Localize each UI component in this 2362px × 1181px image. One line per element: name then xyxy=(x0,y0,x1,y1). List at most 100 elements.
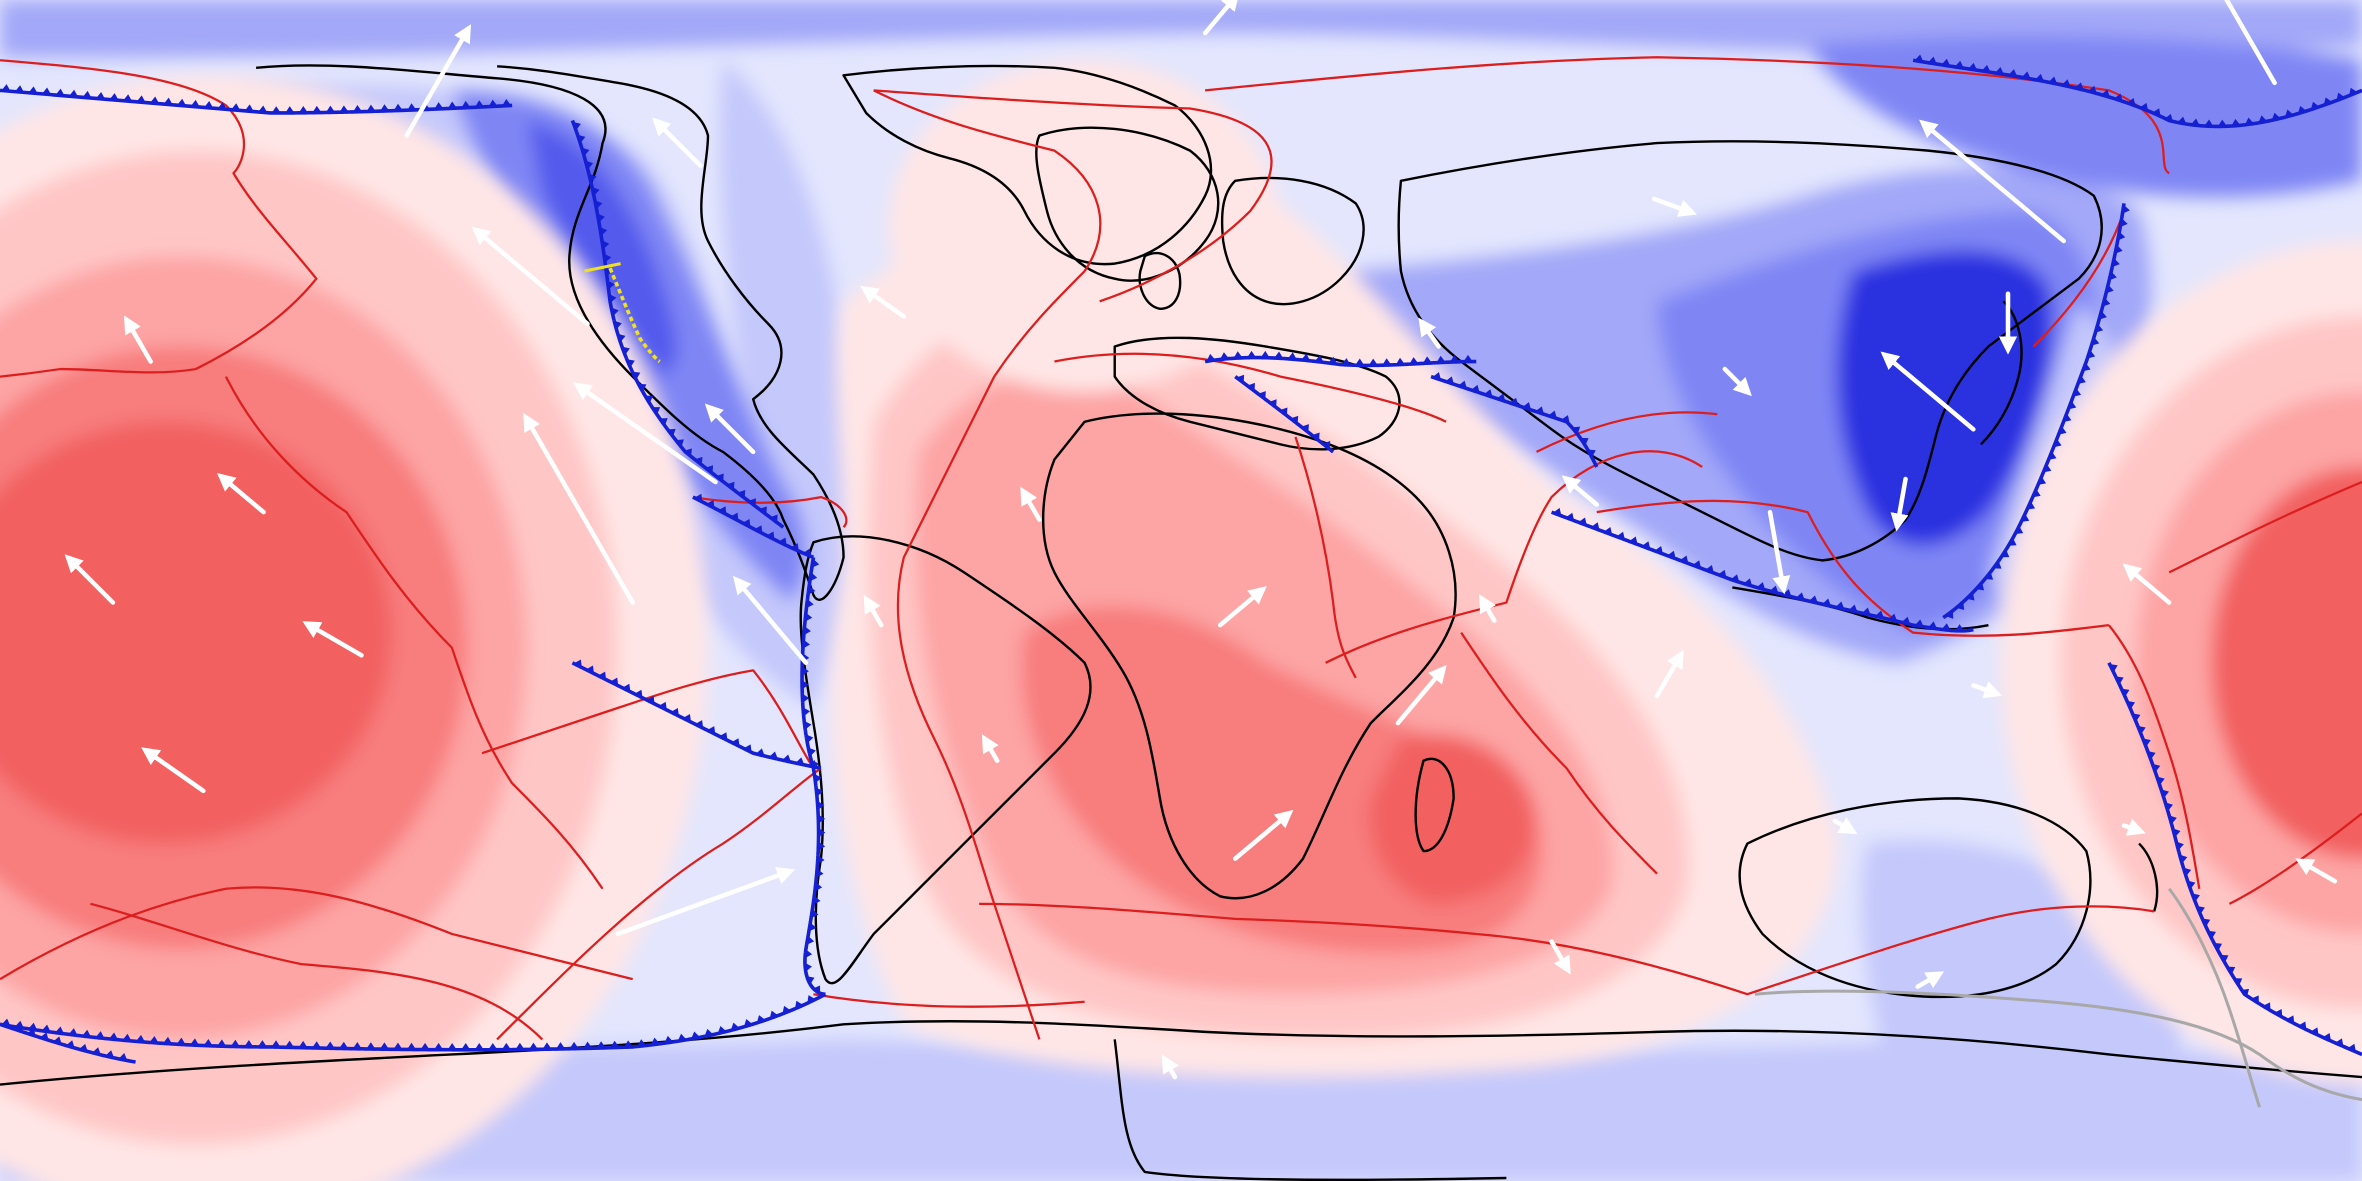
subduction-tooth xyxy=(596,1041,606,1049)
coastline-scandinavia xyxy=(1220,176,1365,306)
subduction-tooth xyxy=(271,106,281,113)
plate-boundary-atlantic-north xyxy=(873,89,1273,303)
subduction-tooth xyxy=(816,868,824,878)
subduction-tooth xyxy=(1692,560,1702,569)
subduction-tooth xyxy=(2310,1027,2319,1036)
velocity-arrow xyxy=(123,315,153,364)
subduction-tooth xyxy=(769,751,778,760)
subduction-tooth xyxy=(806,935,815,945)
subduction-tooth xyxy=(2187,880,2196,890)
subduction-tooth xyxy=(65,1040,75,1048)
subduction-tooth xyxy=(2043,464,2052,473)
subduction-tooth xyxy=(1914,619,1924,627)
subduction-tooth xyxy=(609,293,617,303)
subduction-tooth xyxy=(163,1036,173,1044)
subduction-tooth xyxy=(2220,954,2229,963)
subduction-tooth xyxy=(203,1038,213,1046)
subduction-tooth xyxy=(623,1040,633,1048)
subduction-tooth xyxy=(1395,357,1405,365)
subduction-tooth xyxy=(743,1019,753,1027)
plate-boundary-asia-inner xyxy=(1536,411,1718,453)
subduction-tooth xyxy=(591,186,600,196)
subduction-tooth xyxy=(2322,1032,2331,1041)
subduction-tooth xyxy=(1928,621,1938,629)
subduction-tooth xyxy=(1422,356,1432,364)
subduction-tooth xyxy=(2177,116,2187,125)
velocity-arrow xyxy=(1395,664,1447,726)
subduction-tooth xyxy=(447,101,457,109)
subduction-tooth xyxy=(682,714,691,723)
subduction-tooth xyxy=(812,985,821,994)
subduction-tooth xyxy=(42,87,52,95)
subduction-tooth xyxy=(694,456,703,465)
subduction-tooth xyxy=(2073,388,2082,397)
subduction-tooth xyxy=(2038,476,2047,485)
subduction-tooth xyxy=(68,1028,78,1036)
subduction-tooth xyxy=(1809,595,1818,604)
subduction-tooth xyxy=(577,134,586,144)
subduction-tooth xyxy=(2347,1043,2356,1052)
subduction-tooth xyxy=(2001,549,2010,558)
subduction-tooth xyxy=(790,543,799,552)
subduction-tooth xyxy=(474,100,485,108)
subduction-tooth xyxy=(730,1022,740,1031)
subduction-tooth xyxy=(573,659,582,668)
subduction-tooth xyxy=(572,121,581,131)
velocity-arrow xyxy=(615,867,796,937)
subduction-tooth xyxy=(2172,828,2181,838)
subduction-tooth xyxy=(632,371,641,380)
subduction-tooth xyxy=(2274,1009,2283,1018)
subduction-tooth xyxy=(2190,118,2200,126)
plate-boundary-arctic xyxy=(1204,56,2170,175)
subduction-tooth xyxy=(2349,87,2358,96)
subduction-tooth xyxy=(14,1024,23,1032)
subduction-tooth xyxy=(614,320,622,330)
subduction-tooth xyxy=(2152,108,2161,117)
subduction-tooth xyxy=(353,104,363,112)
subduction-tooth xyxy=(2336,92,2345,101)
velocity-arrow xyxy=(981,734,1000,763)
subduction-tooth xyxy=(1,84,11,92)
subduction-tooth xyxy=(1984,571,1994,580)
subduction-tooth xyxy=(406,1042,416,1050)
subduction-tooth xyxy=(802,666,809,676)
subduction-tooth xyxy=(809,572,818,582)
subduction-tooth xyxy=(597,213,605,223)
subduction-tooth xyxy=(742,518,751,528)
subduction-tooth xyxy=(231,103,241,111)
subduction-tooth xyxy=(659,418,668,426)
subduction-tooth xyxy=(244,104,254,112)
subduction-tooth xyxy=(1496,393,1506,402)
subduction-tooth xyxy=(1268,399,1277,408)
subduction-tooth xyxy=(1311,432,1320,441)
subduction-tooth xyxy=(2109,664,2118,673)
subduction-tooth xyxy=(2053,438,2062,448)
subduction-tooth xyxy=(2027,501,2036,510)
plate-boundary-central-indian xyxy=(1460,632,1658,875)
subduction-tooth xyxy=(1954,60,1964,69)
subduction-tooth xyxy=(515,1042,525,1050)
subduction-tooth xyxy=(217,1039,227,1047)
subduction-tooth xyxy=(1835,601,1845,610)
subduction-tooth xyxy=(802,639,810,649)
subduction-tooth xyxy=(1955,624,1965,631)
subduction-tooth xyxy=(82,90,92,99)
subduction-tooth xyxy=(2132,713,2141,722)
upwelling-north-atlantic xyxy=(888,60,1281,392)
subduction-tooth xyxy=(122,1033,132,1041)
velocity-arrow xyxy=(302,621,364,658)
subduction-tooth xyxy=(366,104,376,112)
subduction-tooth xyxy=(818,828,826,838)
subduction-tooth xyxy=(502,98,512,106)
subduction-tooth xyxy=(646,695,655,704)
plate-boundary-south-america-africa xyxy=(813,993,1085,1008)
subduction-tooth xyxy=(2169,815,2177,825)
subduction-tooth xyxy=(1220,352,1230,360)
subduction-tooth xyxy=(610,677,619,686)
subduction-tooth xyxy=(41,1024,51,1032)
plate-boundary-east-africa xyxy=(1294,436,1357,679)
subduction-tooth xyxy=(1591,522,1600,531)
subduction-tooth xyxy=(1328,356,1338,365)
downwelling-band-polar-north xyxy=(0,0,2362,58)
subduction-tooth xyxy=(2310,101,2320,110)
